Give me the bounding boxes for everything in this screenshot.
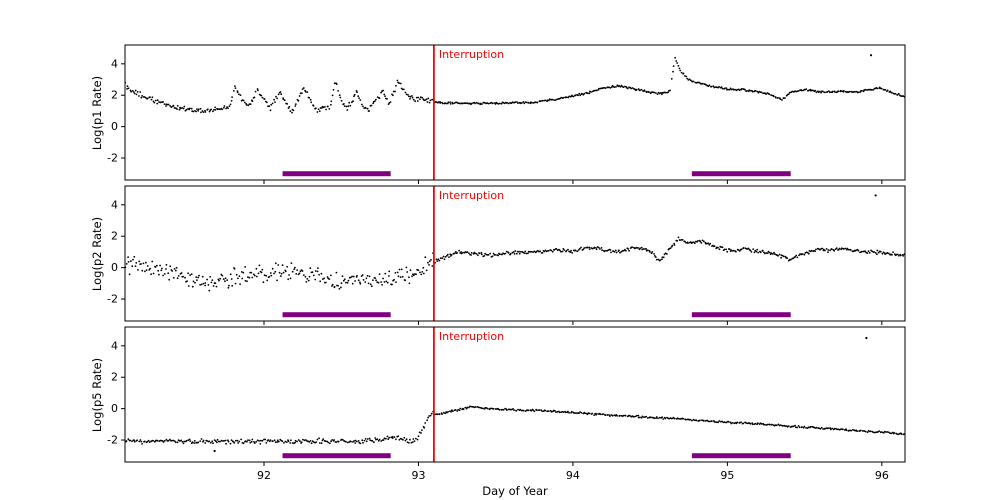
y-tick-label: 4 (111, 339, 118, 352)
y-axis-label-p5: Log(p5 Rate) (90, 357, 104, 432)
panel-p2: -2 0 2 4 (107, 185, 906, 325)
y-tick-label: 4 (111, 57, 118, 70)
coverage-bar (282, 453, 391, 459)
outlier-point (874, 194, 877, 197)
outlier-point (865, 336, 868, 340)
y-tick-label: 0 (111, 261, 118, 274)
y-tick-label: 4 (111, 198, 118, 211)
scatter-points-p5 (125, 405, 905, 445)
panel-p1: -2 0 2 4 (107, 44, 906, 184)
coverage-bar (282, 312, 391, 318)
scatter-points-p2 (125, 236, 905, 292)
x-tick-label: 92 (257, 469, 271, 482)
y-tick-label: 2 (111, 89, 118, 102)
coverage-bar (691, 453, 791, 459)
x-tick-label: 96 (875, 469, 889, 482)
panel-p5: -2 0 2 4 92 93 94 95 96 (107, 326, 906, 482)
x-tick-label: 93 (411, 469, 425, 482)
y-axis-label-p2: Log(p2 Rate) (90, 216, 104, 291)
outlier-point (869, 54, 873, 57)
coverage-bar (691, 312, 791, 318)
y-tick-label: -2 (107, 293, 118, 306)
y-axis-label-p1: Log(p1 Rate) (90, 75, 104, 150)
x-tick-label: 94 (566, 469, 580, 482)
y-tick-label: 2 (111, 371, 118, 384)
y-tick-label: 2 (111, 230, 118, 243)
scatter-points-p1 (125, 56, 905, 114)
coverage-bar (282, 171, 391, 177)
x-tick-label: 95 (720, 469, 734, 482)
interruption-annotation-p2: Interruption (438, 189, 505, 202)
panel-border (124, 44, 906, 181)
y-tick-label: 0 (111, 402, 118, 415)
panel-border (124, 326, 906, 463)
y-tick-label: -2 (107, 434, 118, 447)
interruption-annotation-p5: Interruption (438, 330, 505, 343)
y-tick-label: 0 (111, 120, 118, 133)
coverage-bar (691, 171, 791, 177)
interruption-annotation-p1: Interruption (438, 48, 505, 61)
outlier-point (213, 449, 216, 453)
x-axis-label: Day of Year (482, 484, 548, 498)
panel-border (124, 185, 906, 322)
y-tick-label: -2 (107, 152, 118, 165)
